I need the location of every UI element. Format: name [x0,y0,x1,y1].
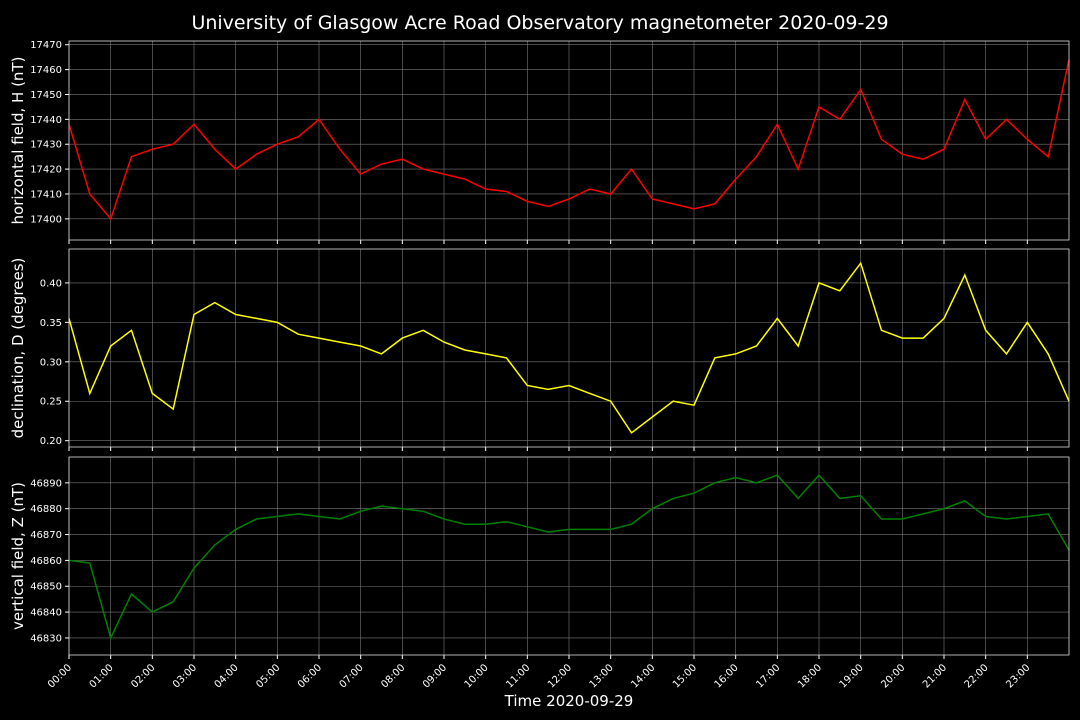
plot-frame [68,248,1070,448]
y-tick-label: 0.35 [40,318,62,329]
y-tick-label: 17450 [30,90,62,101]
y-tick-label: 0.40 [40,278,62,289]
figure-title: University of Glasgow Acre Road Observat… [191,12,888,34]
y-tick-label: 46890 [30,478,62,489]
y-tick-label: 46860 [30,556,62,567]
data-line [68,261,1070,434]
y-tick-label: 17410 [30,189,62,200]
y-tick-label: 17440 [30,115,62,126]
y-tick-label: 46870 [30,530,62,541]
y-tick-label: 46840 [30,608,62,619]
y-axis-label: declination, D (degrees) [9,258,27,439]
y-tick-label: 0.20 [40,436,62,447]
plot-frame [68,40,1070,241]
y-axis-label: horizontal field, H (nT) [9,57,27,225]
y-axis-label: vertical field, Z (nT) [9,482,27,630]
y-tick-label: 17460 [30,65,62,76]
plot-frame [68,456,1070,656]
y-tick-label: 0.25 [40,397,62,408]
y-tick-label: 17470 [30,40,62,51]
data-line [68,59,1070,221]
y-tick-label: 17430 [30,140,62,151]
y-tick-label: 17400 [30,214,62,225]
y-tick-label: 17420 [30,165,62,176]
y-tick-label: 46880 [30,504,62,515]
y-tick-label: 46850 [30,582,62,593]
y-tick-label: 46830 [30,633,62,644]
y-tick-label: 0.30 [40,357,62,368]
x-axis-label: Time 2020-09-29 [504,692,634,710]
data-line [68,473,1070,641]
